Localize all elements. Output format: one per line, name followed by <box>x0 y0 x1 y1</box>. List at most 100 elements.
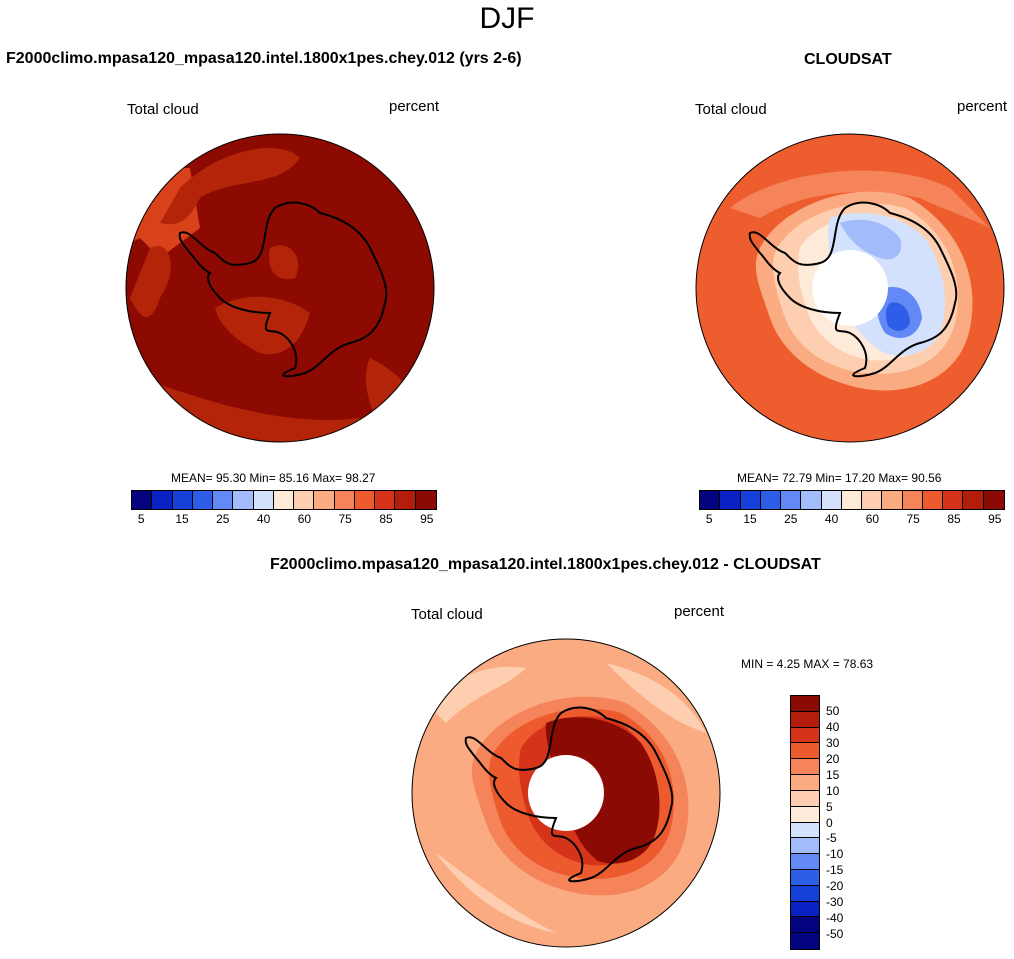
model-colorbar-swatch <box>294 491 315 509</box>
model-colorbar-swatch <box>152 491 173 509</box>
model-map-border <box>125 133 435 443</box>
diff-colorbar-tick: -5 <box>826 831 837 846</box>
obs-polar-map <box>695 133 1005 443</box>
model-colorbar-swatch <box>395 491 416 509</box>
diff-colorbar-swatch <box>791 759 819 776</box>
diff-colorbar-swatch <box>791 838 819 855</box>
diff-colorbar-tick: 15 <box>826 767 840 782</box>
diff-colorbar-tick: 20 <box>826 751 840 766</box>
obs-colorbar-tick: 25 <box>784 512 798 526</box>
obs-colorbar-swatch <box>700 491 721 509</box>
diff-stats: MIN = 4.25 MAX = 78.63 <box>741 657 874 671</box>
diff-colorbar-swatch <box>791 743 819 760</box>
model-colorbar-swatch <box>375 491 396 509</box>
obs-panel-title: CLOUDSAT <box>804 51 892 68</box>
diff-colorbar-tick: 5 <box>826 799 833 814</box>
obs-stats: MEAN= 72.79 Min= 17.20 Max= 90.56 <box>737 471 942 485</box>
obs-colorbar-tick: 60 <box>865 512 880 526</box>
obs-colorbar-tick: 95 <box>988 512 1002 526</box>
model-colorbar-swatch <box>415 491 436 509</box>
model-colorbar-tick: 25 <box>216 512 230 526</box>
obs-colorbar-swatch <box>720 491 741 509</box>
diff-map-border <box>411 638 721 948</box>
diff-pale-patch-2 <box>606 663 706 733</box>
diff-polar-map <box>411 638 721 948</box>
diff-colorbar-tick: -30 <box>826 895 844 910</box>
diff-colorbar-swatch <box>791 869 819 886</box>
model-field <box>126 134 434 442</box>
model-variable-label: Total cloud <box>127 101 199 118</box>
obs-colorbar-swatch <box>902 491 923 509</box>
obs-coastline <box>748 201 958 378</box>
model-colorbar-swatch <box>314 491 335 509</box>
obs-units-label: percent <box>957 98 1008 115</box>
model-coastline <box>178 201 388 378</box>
model-polar-map <box>125 133 435 443</box>
model-colorbar-swatch <box>233 491 254 509</box>
obs-colorbar-tick: 5 <box>705 512 713 526</box>
obs-colorbar-tick: 40 <box>824 512 839 526</box>
model-colorbar-tick: 85 <box>379 512 393 526</box>
model-colorbar-tick: 40 <box>256 512 271 526</box>
model-colorbar-swatch <box>354 491 376 509</box>
diff-colorbar-tick: -40 <box>826 911 844 926</box>
diff-colorbar-swatch <box>791 806 819 823</box>
diff-colorbar-swatch <box>791 917 819 934</box>
diff-pale-patch-1 <box>426 666 526 723</box>
obs-colorbar-swatch <box>760 491 782 509</box>
diff-colorbar-tick: 30 <box>826 735 840 750</box>
diff-colorbar-swatch <box>791 696 819 712</box>
diff-colorbar-tick: 50 <box>826 703 840 718</box>
model-colorbar-swatch <box>253 491 274 509</box>
model-panel-title: F2000climo.mpasa120_mpasa120.intel.1800x… <box>6 50 522 67</box>
diff-colorbar-tick: 40 <box>826 719 840 734</box>
model-colorbar <box>131 490 437 510</box>
obs-colorbar-tick: 75 <box>906 512 920 526</box>
diff-colorbar-tick: -10 <box>826 847 844 862</box>
diff-colorbar-swatch <box>791 933 819 949</box>
model-stats: MEAN= 95.30 Min= 85.16 Max= 98.27 <box>171 471 376 485</box>
diff-colorbar-swatch <box>791 790 819 807</box>
obs-colorbar-swatch <box>740 491 761 509</box>
obs-map-border <box>695 133 1005 443</box>
model-colorbar-tick: 5 <box>137 512 145 526</box>
diff-colorbar-swatch <box>791 711 819 728</box>
model-colorbar-tick: 60 <box>297 512 312 526</box>
model-colorbar-swatch <box>213 491 234 509</box>
diff-colorbar-tick: -50 <box>826 927 844 942</box>
diff-units-label: percent <box>674 603 725 620</box>
obs-colorbar-swatch <box>841 491 863 509</box>
obs-colorbar-swatch <box>963 491 984 509</box>
diff-colorbar-tick: 10 <box>826 783 840 798</box>
model-patch-inner2 <box>269 245 299 280</box>
diff-colorbar-swatch <box>791 775 819 791</box>
obs-colorbar-swatch <box>922 491 944 509</box>
obs-outer-band <box>730 170 990 228</box>
model-units-label: percent <box>389 98 440 115</box>
diff-colorbar-tick: -20 <box>826 879 844 894</box>
obs-colorbar-swatch <box>781 491 802 509</box>
model-colorbar-swatch <box>132 491 153 509</box>
model-patch-top <box>160 148 300 225</box>
obs-polar-gap <box>812 250 888 326</box>
obs-colorbar-swatch <box>983 491 1004 509</box>
obs-colorbar-swatch <box>821 491 842 509</box>
obs-blue-deep <box>885 302 910 331</box>
model-colorbar-swatch <box>172 491 193 509</box>
obs-colorbar-tick: 15 <box>743 512 757 526</box>
obs-variable-label: Total cloud <box>695 101 767 118</box>
model-colorbar-swatch <box>273 491 295 509</box>
obs-colorbar-tick: 85 <box>947 512 961 526</box>
diff-colorbar-swatch <box>791 901 819 918</box>
obs-colorbar-swatch <box>882 491 903 509</box>
model-colorbar-swatch <box>192 491 214 509</box>
model-colorbar-tick: 95 <box>420 512 434 526</box>
diff-polar-gap <box>528 755 604 831</box>
diff-colorbar-tick: 0 <box>826 815 833 830</box>
diff-variable-label: Total cloud <box>411 606 483 623</box>
diff-colorbar <box>790 695 820 950</box>
diff-panel-title: F2000climo.mpasa120_mpasa120.intel.1800x… <box>270 556 821 573</box>
season-title: DJF <box>479 2 535 35</box>
model-patch-inner <box>215 296 310 355</box>
obs-blue-patch <box>840 219 902 260</box>
